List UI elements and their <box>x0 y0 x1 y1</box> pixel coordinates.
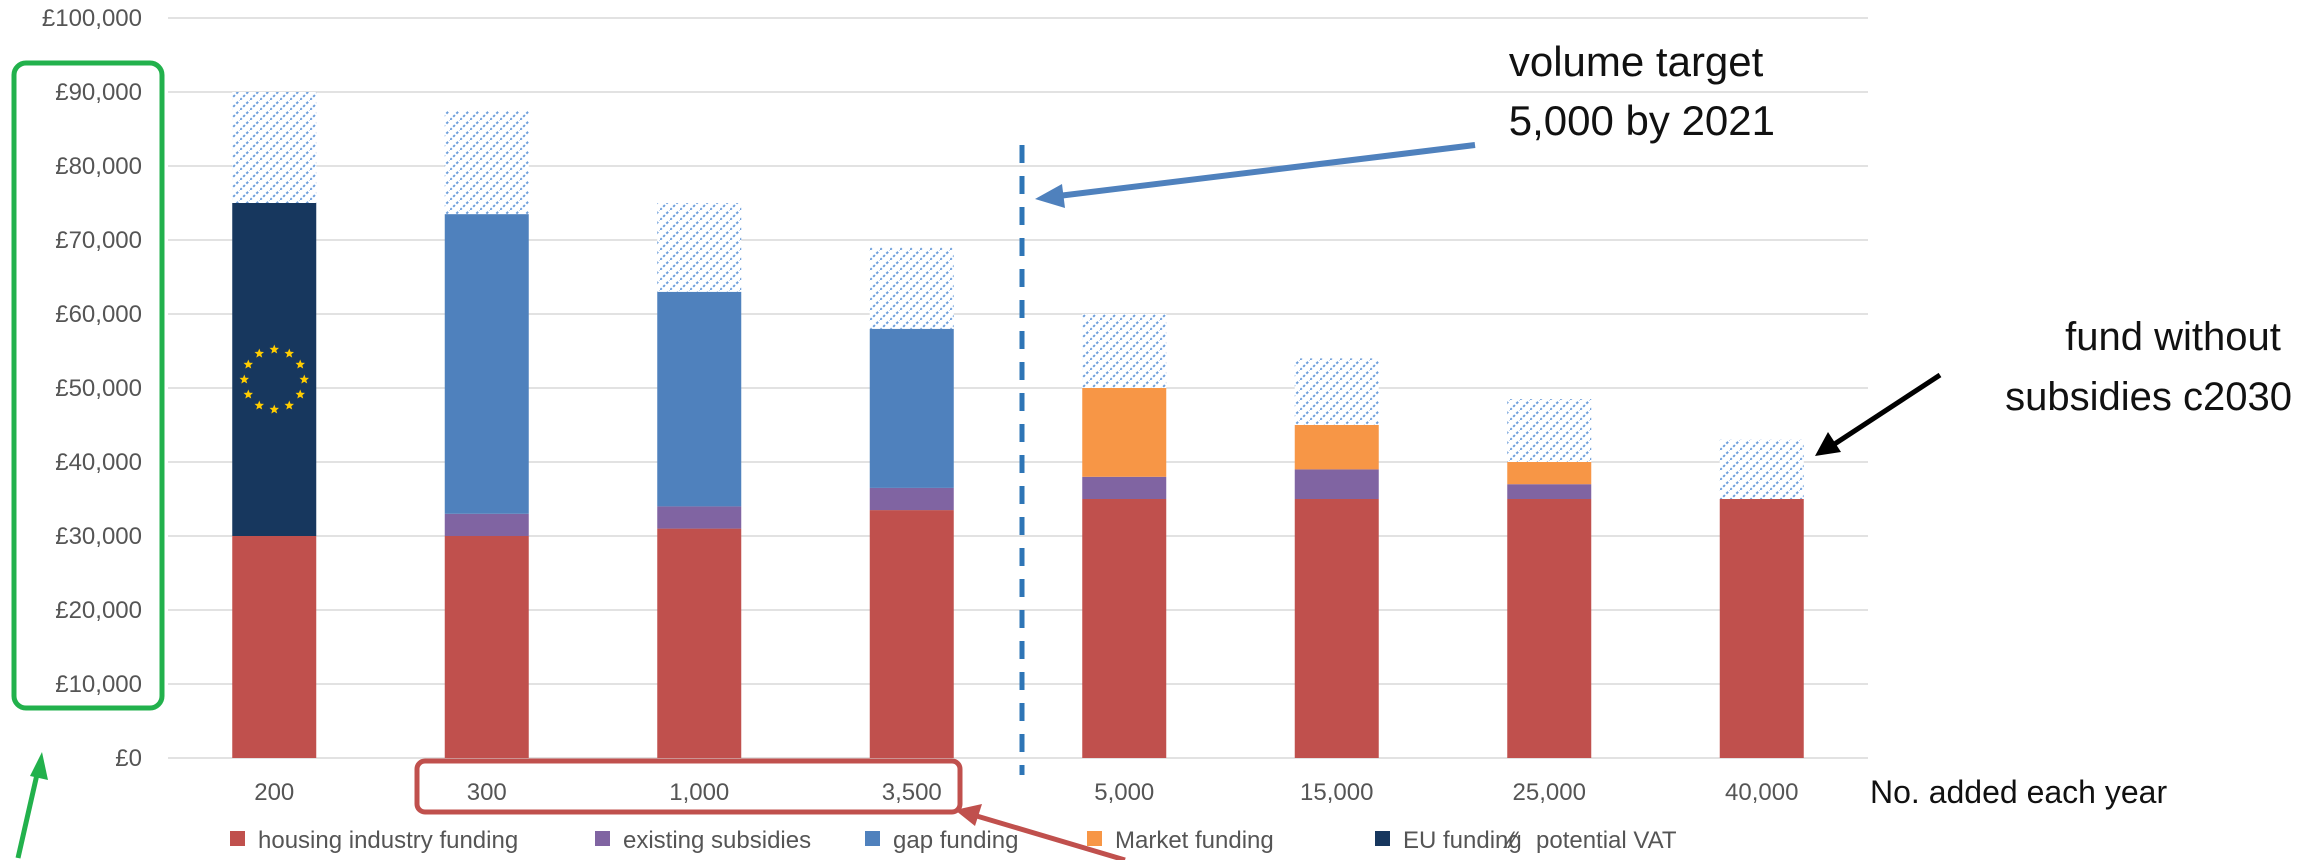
bar-segment-housing-industry-funding <box>444 536 529 758</box>
fund-without-line-1: fund without <box>2065 315 2281 359</box>
bar-segment-existing-subsidies <box>1507 484 1592 499</box>
fund-without-line-2: subsidies c2030 <box>2005 375 2292 419</box>
y-tick-label: £80,000 <box>55 153 142 180</box>
fund-without-subsidies-annotation: fund without subsidies c2030 <box>2005 315 2292 419</box>
eu-star <box>243 359 253 369</box>
x-tick-label: 25,000 <box>1513 779 1586 806</box>
eu-star <box>284 400 294 410</box>
volume-target-line-2: 5,000 by 2021 <box>1509 97 1775 144</box>
eu-star <box>243 389 253 399</box>
volume-target-annotation: volume target 5,000 by 2021 <box>1509 38 1775 144</box>
x-tick-label: 200 <box>254 779 294 806</box>
legend-label: EU funding <box>1403 827 1522 854</box>
eu-star <box>254 348 264 358</box>
bar-segment-potential-vat <box>1719 439 1804 499</box>
bars <box>232 92 1804 758</box>
y-axis-highlight-box <box>11 60 165 711</box>
eu-star <box>269 344 279 354</box>
eu-star <box>295 389 305 399</box>
legend-swatch-potential-vat: ⁄⁄ <box>1503 827 1520 854</box>
x-tick-label: 15,000 <box>1300 779 1373 806</box>
y-tick-label: £70,000 <box>55 227 142 254</box>
bar-segment-housing-industry-funding <box>869 510 954 758</box>
legend: housing industry funding existing subsidi… <box>230 827 1677 854</box>
bar-segment-housing-industry-funding <box>1507 499 1592 758</box>
y-tick-label: £20,000 <box>55 597 142 624</box>
y-tick-label: £100,000 <box>42 5 142 32</box>
bar-segment-potential-vat <box>657 203 742 292</box>
y-tick-label: £10,000 <box>55 671 142 698</box>
eu-star <box>295 359 305 369</box>
fund-without-arrow <box>1828 372 1942 450</box>
x-tick-label: 5,000 <box>1094 779 1154 806</box>
bar-segment-eu-funding <box>232 203 317 536</box>
x-tick-label: 40,000 <box>1725 779 1798 806</box>
y-tick-label: £40,000 <box>55 449 142 476</box>
volume-target-line-1: volume target <box>1509 38 1764 85</box>
bar-segment-housing-industry-funding <box>232 536 317 758</box>
x-axis-label: No. added each year <box>1870 774 2167 810</box>
bar-segment-housing-industry-funding <box>1082 499 1167 758</box>
bar-segment-potential-vat <box>1082 314 1167 388</box>
bar-segment-potential-vat <box>1294 358 1379 425</box>
legend-swatch <box>865 831 880 846</box>
volume-target-arrowhead <box>1035 184 1065 208</box>
y-tick-label: £60,000 <box>55 301 142 328</box>
legend-swatch <box>1375 831 1390 846</box>
category-highlight-arrowhead <box>955 804 982 826</box>
bar-segment-potential-vat <box>232 92 317 203</box>
legend-swatch <box>1087 831 1102 846</box>
y-axis-highlight-arrowhead <box>30 752 48 780</box>
y-tick-label: £90,000 <box>55 79 142 106</box>
legend-label: Market funding <box>1115 827 1274 854</box>
bar-segment-existing-subsidies <box>444 513 529 536</box>
x-tick-label: 3,500 <box>882 779 942 806</box>
bar-segment-market-funding <box>1294 425 1379 470</box>
legend-swatch <box>230 831 245 846</box>
bar-segment-housing-industry-funding <box>657 528 742 758</box>
y-axis-highlight-arrow <box>15 769 41 859</box>
legend-swatch <box>595 831 610 846</box>
bar-segment-gap-funding <box>657 291 742 507</box>
bar-segment-existing-subsidies <box>1082 476 1167 499</box>
bar-segment-gap-funding <box>444 214 529 514</box>
eu-star <box>269 404 279 414</box>
fund-without-arrowhead <box>1815 432 1841 456</box>
y-tick-label: £30,000 <box>55 523 142 550</box>
bar-segment-market-funding <box>1082 388 1167 477</box>
y-tick-label: £0 <box>115 745 142 772</box>
legend-label: housing industry funding <box>258 827 518 854</box>
category-highlight-arrow <box>969 811 1126 860</box>
bar-segment-potential-vat <box>444 110 529 215</box>
eu-star <box>299 374 309 384</box>
bar-segment-existing-subsidies <box>657 506 742 529</box>
eu-star <box>239 374 249 384</box>
bar-segment-potential-vat <box>1507 399 1592 462</box>
bar-segment-market-funding <box>1507 462 1592 485</box>
y-tick-label: £50,000 <box>55 375 142 402</box>
legend-label: existing subsidies <box>623 827 811 854</box>
x-axis-ticks: 200 300 1,000 3,500 5,000 15,000 25,000 40,000 <box>254 779 1798 806</box>
bar-segment-existing-subsidies <box>869 487 954 511</box>
x-tick-label: 300 <box>467 779 507 806</box>
legend-label: gap funding <box>893 827 1018 854</box>
legend-label: potential VAT <box>1536 827 1677 854</box>
eu-stars-icon <box>239 344 309 414</box>
bar-segment-gap-funding <box>869 328 954 488</box>
eu-star <box>284 348 294 358</box>
x-tick-label: 1,000 <box>669 779 729 806</box>
bar-segment-potential-vat <box>869 247 954 329</box>
y-axis-ticks: £0 £10,000 £20,000 £30,000 £40,000 £50,000 £60… <box>42 5 142 772</box>
bar-segment-housing-industry-funding <box>1719 499 1804 758</box>
category-highlight-box <box>414 758 963 815</box>
eu-star <box>254 400 264 410</box>
bar-segment-housing-industry-funding <box>1294 499 1379 758</box>
bar-segment-existing-subsidies <box>1294 469 1379 499</box>
volume-target-arrow <box>1049 142 1476 200</box>
